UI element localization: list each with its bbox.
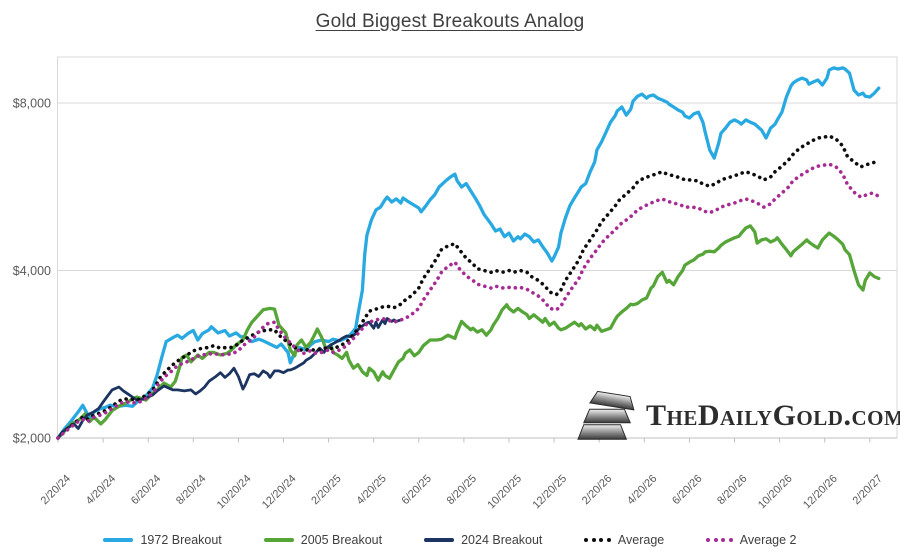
y-tick-label: $2,000 [13,432,51,446]
x-tick-label: 8/20/26 [715,473,749,507]
x-tick-label: 6/20/26 [670,473,704,507]
legend: 1972 Breakout 2005 Breakout 2024 Breakout A… [0,533,900,547]
x-tick-label: 10/20/24 [215,473,254,512]
legend-item-1972-breakout: 1972 Breakout [103,533,222,547]
series-1972-breakout [56,66,881,440]
x-tick-label: 2/20/25 [309,473,343,507]
legend-item-2005-breakout: 2005 Breakout [263,533,383,547]
x-tick-label: 8/20/25 [445,473,479,507]
x-tick-label: 10/20/25 [485,473,524,512]
x-tick-label: 8/20/24 [174,473,208,507]
chart-title-text: Gold Biggest Breakouts Analog [315,11,585,32]
series-average [56,134,881,440]
x-tick-label: 2/20/24 [39,473,73,507]
legend-label: Average [617,533,665,547]
legend-swatch-1972-breakout [103,538,134,542]
legend-item-average: Average [584,533,664,547]
x-tick-label: 2/20/27 [850,473,884,507]
legend-label: 2024 Breakout [461,533,543,547]
gold-bars-icon [577,391,635,440]
x-tick-label: 12/20/26 [801,473,840,512]
y-tick-label: $8,000 [13,97,51,111]
plot-border [57,56,898,439]
x-tick-label: 6/20/25 [399,473,433,507]
x-tick-label: 4/20/26 [625,473,659,507]
legend-swatch-average [584,538,611,542]
legend-label: Average 2 [739,533,797,547]
y-tick-label: $4,000 [13,264,51,278]
series-average-2 [56,162,881,440]
legend-label: 2005 Breakout [300,533,383,547]
x-tick-label: 4/20/25 [354,473,388,507]
x-tick-label: 4/20/24 [84,473,118,507]
legend-swatch-average-2 [706,538,733,542]
x-tick-label: 2/20/26 [580,473,614,507]
legend-item-average-2: Average 2 [706,533,797,547]
legend-item-2024-breakout: 2024 Breakout [424,533,542,547]
x-tick-label: 12/20/24 [260,473,299,512]
x-tick-label: 6/20/24 [129,473,163,507]
page-title: Gold Biggest Breakouts Analog [0,11,900,33]
x-tick-label: 10/20/26 [756,473,795,512]
logo-text: TheDailyGold.com [646,399,900,432]
legend-swatch-2024-breakout [424,538,455,542]
x-tick-label: 12/20/25 [530,473,569,512]
legend-swatch-2005-breakout [263,538,294,542]
legend-label: 1972 Breakout [140,533,222,547]
watermark-logo: TheDailyGold.com [577,391,900,441]
